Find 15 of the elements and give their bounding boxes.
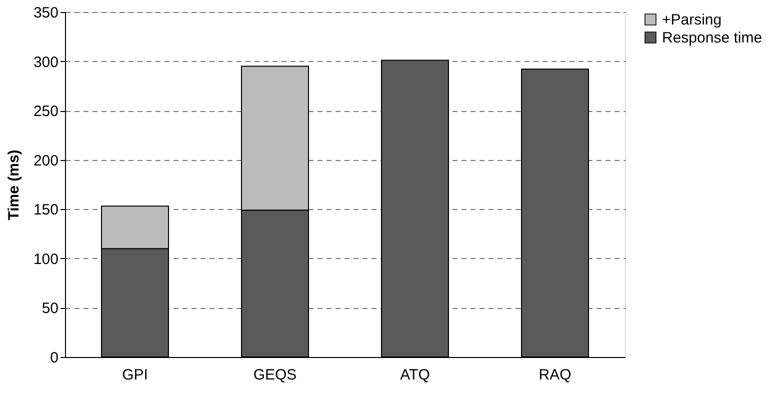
y-tick-label: 300 <box>33 54 58 71</box>
y-tick-label: 350 <box>33 4 58 22</box>
y-tick-label: 250 <box>33 103 58 120</box>
y-tick-label: 200 <box>33 152 58 170</box>
x-tick-label: GPI <box>122 366 148 384</box>
x-tick-label: GEQS <box>253 366 297 384</box>
y-tick-label: 150 <box>33 202 58 219</box>
x-tick-label: ATQ <box>400 366 430 384</box>
legend-label: Response time <box>662 30 762 46</box>
y-tick-label: 0 <box>50 350 58 366</box>
y-axis-title: Time (ms) <box>5 150 22 220</box>
y-tick-label: 50 <box>42 300 58 318</box>
legend-label: +Parsing <box>662 12 722 28</box>
y-tick-label: 100 <box>33 250 58 268</box>
x-tick-label: RAQ <box>538 366 572 384</box>
